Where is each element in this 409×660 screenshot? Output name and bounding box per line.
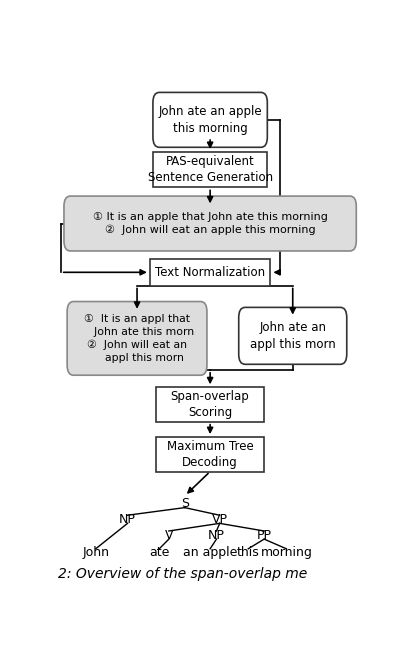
Text: VP: VP bbox=[211, 513, 227, 526]
Text: Span-overlap
Scoring: Span-overlap Scoring bbox=[170, 389, 249, 419]
Text: Text Normalization: Text Normalization bbox=[155, 266, 265, 279]
Text: PP: PP bbox=[256, 529, 271, 542]
Text: ①  It is an appl that
    John ate this morn
②  John will eat an
    appl this m: ① It is an appl that John ate this morn … bbox=[80, 314, 193, 363]
FancyBboxPatch shape bbox=[153, 152, 267, 187]
FancyBboxPatch shape bbox=[238, 308, 346, 364]
Text: an apple: an apple bbox=[182, 546, 237, 559]
FancyBboxPatch shape bbox=[67, 302, 207, 376]
Text: S: S bbox=[180, 497, 188, 510]
Text: Maximum Tree
Decoding: Maximum Tree Decoding bbox=[166, 440, 253, 469]
Text: John ate an
appl this morn: John ate an appl this morn bbox=[249, 321, 335, 350]
FancyBboxPatch shape bbox=[156, 387, 263, 422]
Text: this: this bbox=[236, 546, 259, 559]
Text: V: V bbox=[164, 529, 173, 542]
FancyBboxPatch shape bbox=[156, 437, 263, 471]
Text: John ate an apple
this morning: John ate an apple this morning bbox=[158, 105, 261, 135]
FancyBboxPatch shape bbox=[149, 259, 270, 286]
Text: NP: NP bbox=[207, 529, 225, 542]
Text: 2: Overview of the span-overlap me: 2: Overview of the span-overlap me bbox=[57, 568, 306, 581]
Text: ate: ate bbox=[149, 546, 169, 559]
FancyBboxPatch shape bbox=[153, 92, 267, 147]
FancyBboxPatch shape bbox=[64, 196, 355, 251]
Text: NP: NP bbox=[119, 513, 136, 526]
Text: PAS-equivalent
Sentence Generation: PAS-equivalent Sentence Generation bbox=[147, 155, 272, 184]
Text: morning: morning bbox=[260, 546, 312, 559]
Text: John: John bbox=[82, 546, 109, 559]
Text: ① It is an apple that John ate this morning
②  John will eat an apple this morni: ① It is an apple that John ate this morn… bbox=[92, 212, 327, 235]
